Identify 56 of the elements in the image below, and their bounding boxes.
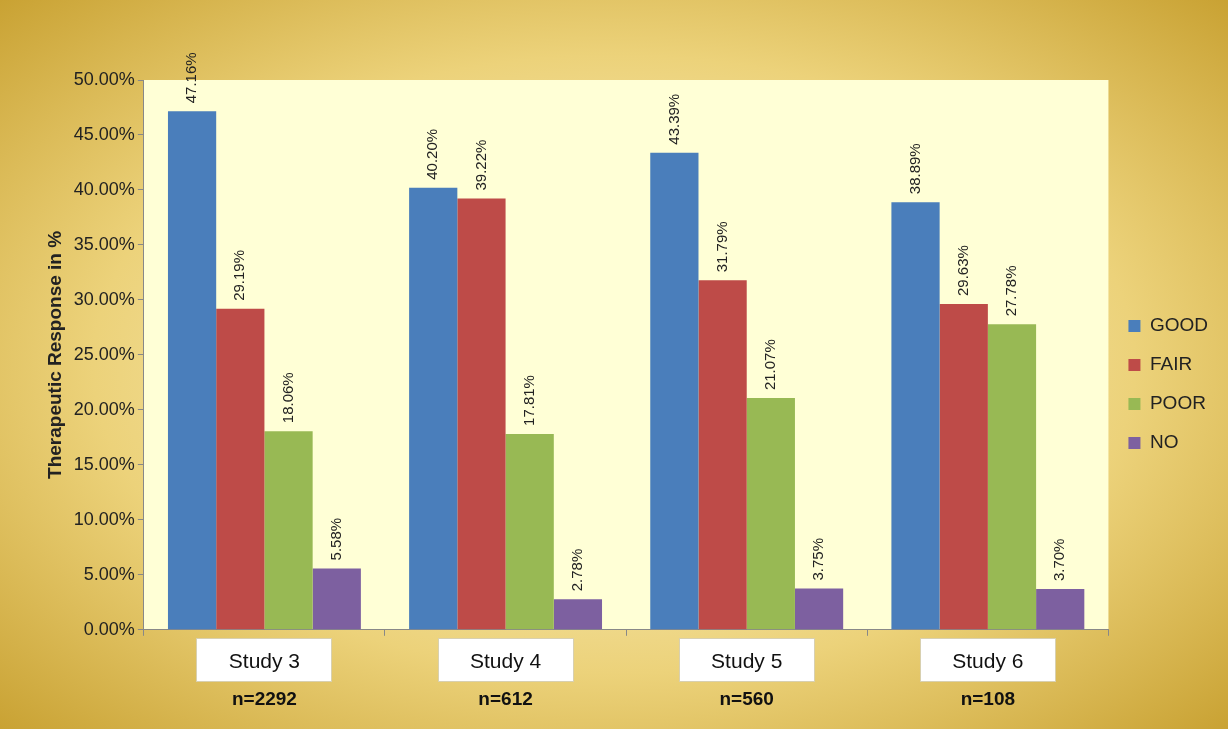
bar (650, 152, 699, 630)
y-tick-label: 30.00% (73, 288, 135, 309)
bar (167, 111, 217, 630)
x-tick-label: Study 3 (228, 649, 301, 673)
y-tick-label: 25.00% (73, 343, 135, 364)
bar (794, 588, 844, 630)
data-label: 39.22% (471, 139, 489, 191)
bar (939, 303, 988, 630)
y-tick-label: 35.00% (73, 233, 135, 254)
x-tick-label: Study 6 (952, 649, 1024, 673)
legend-label: POOR (1149, 392, 1206, 414)
y-tick-label: 5.00% (83, 563, 135, 584)
data-label: 31.79% (712, 221, 730, 273)
x-tick-label: Study 4 (469, 649, 542, 673)
legend-label: FAIR (1149, 353, 1193, 375)
data-label: 3.70% (1050, 538, 1068, 582)
data-label: 40.20% (423, 128, 441, 180)
data-label: 5.58% (326, 517, 344, 561)
y-tick-label: 15.00% (73, 453, 135, 474)
bar (505, 433, 554, 630)
data-label: 18.06% (278, 372, 296, 424)
text: n=612 (478, 687, 533, 709)
data-label: 17.81% (519, 375, 537, 426)
y-tick-label: 10.00% (73, 508, 135, 529)
y-tick-label: 50.00% (73, 68, 135, 89)
data-label: 29.63% (953, 245, 971, 296)
data-label: 3.75% (809, 538, 827, 581)
bar (746, 398, 795, 630)
text: n=560 (719, 687, 774, 709)
data-label: 38.89% (905, 143, 923, 195)
data-label: 43.39% (664, 93, 682, 145)
y-axis-title: Therapeutic Response in % (43, 230, 65, 479)
y-tick-label: 0.00% (83, 618, 135, 639)
bar (987, 324, 1037, 630)
legend-label: NO (1149, 431, 1179, 453)
bar (409, 187, 458, 630)
bar (216, 308, 265, 630)
y-tick-label: 45.00% (73, 123, 135, 144)
bar (457, 198, 506, 630)
y-tick-label: 40.00% (73, 178, 135, 199)
data-label: 29.19% (230, 249, 248, 301)
bar (698, 280, 747, 630)
bar (1036, 589, 1085, 630)
x-tick-label: Study 5 (711, 649, 783, 673)
bar (553, 599, 603, 630)
data-label: 2.78% (568, 548, 586, 592)
bar (312, 568, 361, 630)
bar (264, 431, 313, 630)
y-tick-label: 20.00% (73, 398, 135, 419)
bar (891, 202, 940, 630)
text: n=2292 (231, 687, 297, 709)
text: n=108 (960, 687, 1016, 709)
data-label: 47.16% (182, 52, 200, 104)
data-label: 21.07% (760, 339, 778, 391)
legend-label: GOOD (1149, 314, 1208, 336)
data-label: 27.78% (1002, 265, 1020, 317)
